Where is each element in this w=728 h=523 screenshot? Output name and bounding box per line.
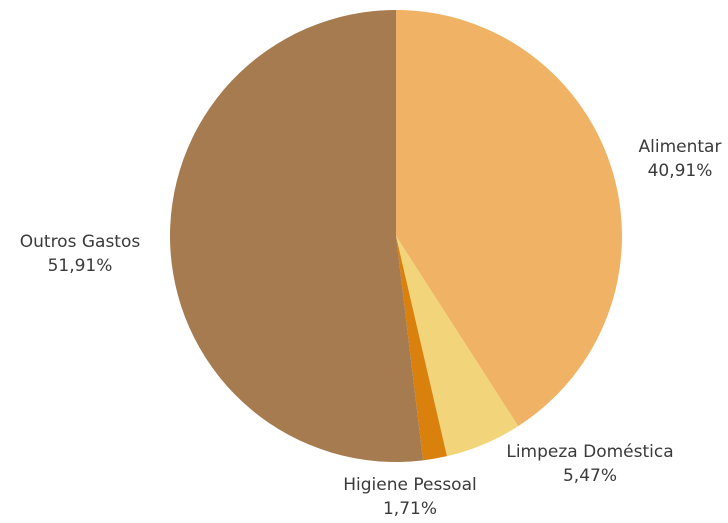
slice-label-value: 40,91% (648, 161, 713, 181)
slice-labels: Alimentar 40,91% Limpeza Doméstica 5,47% Hig… (20, 137, 722, 519)
slice-label-value: 1,71% (383, 499, 437, 519)
pie-slice-higiene-pessoal (396, 236, 447, 461)
slice-label-name: Alimentar (639, 137, 722, 157)
slice-label-value: 51,91% (48, 256, 113, 276)
slice-label-name: Limpeza Doméstica (506, 442, 673, 462)
pie-slice-alimentar (396, 10, 623, 427)
pie-slice-limpeza-dom-stica (396, 236, 519, 457)
pie-slice-outros-gastos (169, 10, 424, 463)
slice-label-name: Higiene Pessoal (343, 475, 476, 495)
slice-label-name: Outros Gastos (20, 232, 141, 252)
pie-slices (169, 10, 623, 463)
slice-label-value: 5,47% (563, 466, 617, 486)
